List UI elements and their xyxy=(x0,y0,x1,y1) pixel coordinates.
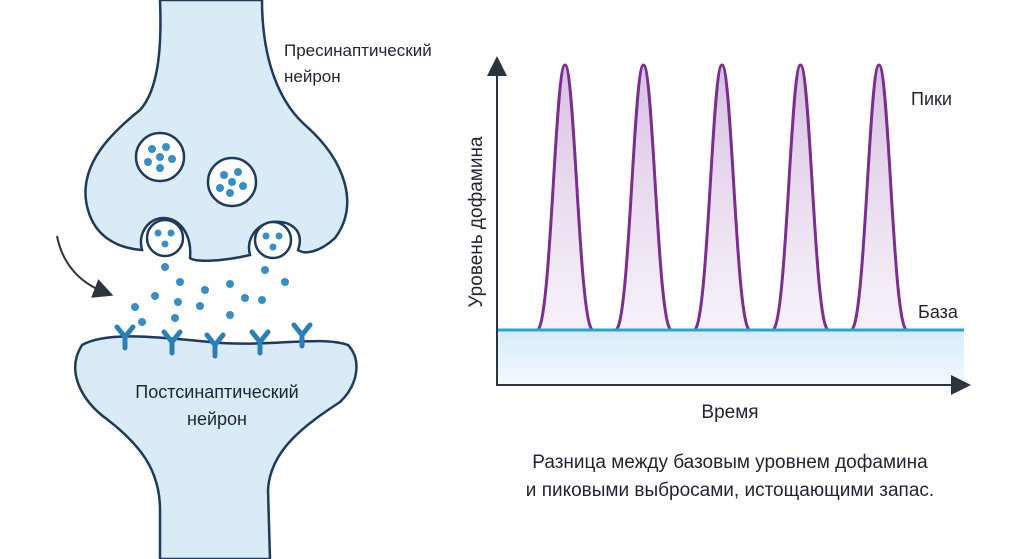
peak-line xyxy=(771,63,830,332)
presynaptic-label-2: нейрон xyxy=(284,67,341,86)
peaks-layer xyxy=(535,63,909,332)
baseline-area xyxy=(497,330,964,384)
release-arrow xyxy=(56,235,114,298)
vesicle xyxy=(134,131,186,183)
dopamine-graph: Уровень дофамина Время Пики База xyxy=(466,56,971,423)
postsynaptic-neuron xyxy=(74,335,358,559)
peak-fill xyxy=(772,65,829,330)
peak-fill xyxy=(851,65,907,330)
baseline-label: База xyxy=(918,302,959,322)
peak-fill xyxy=(615,65,672,330)
peak-line xyxy=(849,63,909,332)
receptors xyxy=(114,322,313,359)
peak-line xyxy=(535,63,595,332)
vesicle xyxy=(206,156,258,208)
caption-line-1: Разница между базовым уровнем дофамина xyxy=(532,452,928,473)
postsynaptic-label-1: Постсинаптический xyxy=(135,382,298,402)
peak-line xyxy=(692,63,752,332)
y-axis-label: Уровень дофамина xyxy=(466,136,487,307)
caption: Разница между базовым уровнем дофамина и… xyxy=(470,449,990,505)
peak-fill xyxy=(537,65,593,330)
peak-line xyxy=(614,63,673,332)
vesicle xyxy=(253,220,293,260)
postsynaptic-label-2: нейрон xyxy=(187,409,247,429)
released-dopamine-molecules xyxy=(131,263,289,326)
vesicle xyxy=(145,218,185,258)
x-axis-label: Время xyxy=(701,402,758,423)
caption-line-2: и пиковыми выбросами, истощающими запас. xyxy=(525,480,935,501)
synapse-illustration: Пресинаптический нейрон Постсинаптически… xyxy=(56,0,432,559)
presynaptic-neuron xyxy=(84,0,349,262)
peak-fill xyxy=(694,65,750,330)
presynaptic-label-1: Пресинаптический xyxy=(284,41,432,60)
peaks-label: Пики xyxy=(911,89,952,109)
